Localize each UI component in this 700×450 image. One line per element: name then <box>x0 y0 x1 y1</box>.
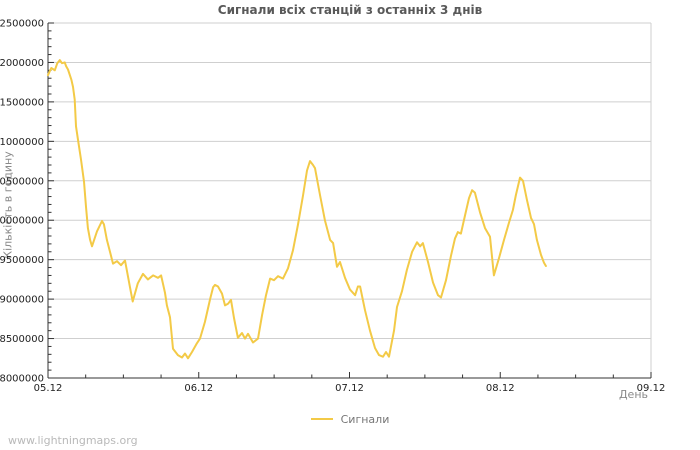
y-tick-label: 12500000 <box>0 19 44 30</box>
legend-label: Сигнали <box>340 412 390 426</box>
series-line <box>47 59 547 360</box>
y-tick-label: 8000000 <box>0 374 44 385</box>
x-tick-label: 07.12 <box>335 383 364 394</box>
x-tick-label: 06.12 <box>184 383 213 394</box>
legend: Сигнали <box>0 411 700 427</box>
y-tick-label: 11500000 <box>0 97 44 108</box>
y-tick-label: 11000000 <box>0 137 44 148</box>
y-tick-label: 9000000 <box>0 295 44 306</box>
legend-line-swatch <box>310 418 333 420</box>
y-tick-label: 8500000 <box>0 334 44 345</box>
x-tick-label: 05.12 <box>34 383 63 394</box>
y-tick-label: 10000000 <box>0 216 44 227</box>
x-tick-label: 08.12 <box>486 383 515 394</box>
y-tick-label: 9500000 <box>0 255 44 266</box>
chart-title: Сигнали всіх станцій з останніх 3 днів <box>217 3 483 17</box>
watermark: www.lightningmaps.org <box>8 434 138 447</box>
x-tick-label: 09.12 <box>637 383 666 394</box>
y-tick-label: 12000000 <box>0 58 44 69</box>
x-axis-title: День <box>618 388 648 401</box>
y-tick-label: 10500000 <box>0 176 44 187</box>
